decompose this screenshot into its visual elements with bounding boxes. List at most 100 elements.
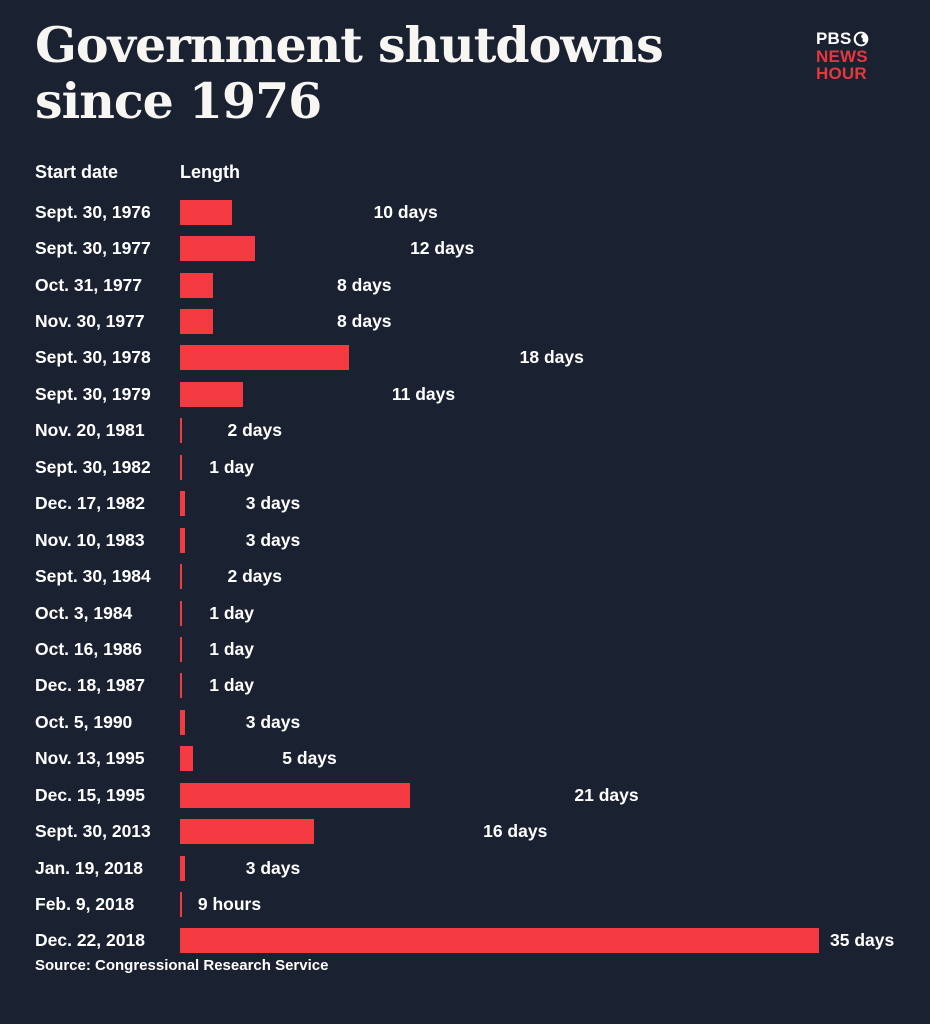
row-bar-area: 21 days <box>180 782 880 808</box>
page-title-line2: since 1976 <box>35 71 322 130</box>
row-length-label: 3 days <box>245 529 301 550</box>
row-length-label: 2 days <box>227 566 282 587</box>
chart-row: Oct. 31, 1977 8 days <box>35 267 915 303</box>
chart-row: Sept. 30, 1982 1 day <box>35 449 915 485</box>
row-bar-area: 9 hours <box>180 892 880 918</box>
row-bar-area: 2 days <box>180 564 880 590</box>
row-bar-area: 18 days <box>180 345 880 371</box>
row-length-label: 12 days <box>410 238 475 259</box>
row-bar <box>180 345 349 371</box>
row-bar <box>180 636 182 662</box>
row-length-label: 3 days <box>245 711 301 732</box>
row-bar-area: 2 days <box>180 418 880 444</box>
chart-row: Sept. 30, 2013 16 days <box>35 813 915 849</box>
row-bar <box>180 272 214 298</box>
row-bar <box>180 418 183 444</box>
row-bar-track <box>180 673 198 699</box>
row-length-label: 1 day <box>209 456 254 477</box>
row-bar-track <box>180 819 472 845</box>
chart-row: Nov. 10, 1983 3 days <box>35 522 915 558</box>
row-bar <box>180 454 182 480</box>
row-bar <box>180 199 233 225</box>
chart-row: Jan. 19, 2018 3 days <box>35 850 915 886</box>
page-title: Government shutdowns since 1976 <box>35 17 664 130</box>
row-bar-track <box>180 636 198 662</box>
shutdowns-bar-chart: Start date Length Sept. 30, 1976 10 days… <box>35 162 915 959</box>
row-bar-track <box>180 454 198 480</box>
row-bar-track <box>180 345 509 371</box>
row-length-label: 11 days <box>391 383 456 404</box>
row-start-date: Sept. 30, 1982 <box>35 456 151 477</box>
row-bar-track <box>180 272 326 298</box>
row-bar <box>180 236 256 262</box>
row-length-label: 3 days <box>245 493 301 514</box>
chart-row: Sept. 30, 1976 10 days <box>35 194 915 230</box>
row-bar <box>180 381 244 407</box>
row-bar-area: 3 days <box>180 527 880 553</box>
row-bar-track <box>180 199 363 225</box>
row-start-date: Jan. 19, 2018 <box>35 857 143 878</box>
row-bar <box>180 855 185 881</box>
row-bar-track <box>180 418 217 444</box>
row-bar-track <box>180 600 198 626</box>
row-bar-area: 3 days <box>180 855 880 881</box>
row-length-label: 18 days <box>519 347 584 368</box>
row-bar-track <box>180 892 187 918</box>
logo-news-text: NEWS <box>816 46 868 66</box>
row-length-label: 2 days <box>227 420 282 441</box>
row-length-label: 10 days <box>373 201 438 222</box>
row-start-date: Nov. 30, 1977 <box>35 311 145 332</box>
row-start-date: Oct. 5, 1990 <box>35 711 133 732</box>
row-start-date: Oct. 31, 1977 <box>35 274 143 295</box>
row-bar-track <box>180 855 235 881</box>
row-start-date: Feb. 9, 2018 <box>35 894 135 915</box>
row-start-date: Dec. 15, 1995 <box>35 784 145 805</box>
row-start-date: Dec. 22, 2018 <box>35 930 145 951</box>
row-bar-area: 11 days <box>180 381 880 407</box>
row-bar <box>180 564 183 590</box>
row-bar-track <box>180 381 381 407</box>
row-bar-track <box>180 928 819 954</box>
row-bar-area: 1 day <box>180 673 880 699</box>
logo-pbs-text: PBS <box>816 29 852 48</box>
row-start-date: Sept. 30, 1978 <box>35 347 151 368</box>
row-bar <box>180 892 182 918</box>
row-bar-track <box>180 527 235 553</box>
row-bar-area: 35 days <box>180 928 894 954</box>
row-length-label: 1 day <box>209 638 254 659</box>
row-bar <box>180 709 185 735</box>
row-length-label: 9 hours <box>197 894 262 915</box>
row-bar-area: 3 days <box>180 491 880 517</box>
row-start-date: Sept. 30, 1984 <box>35 566 151 587</box>
row-bar-track <box>180 236 399 262</box>
chart-row: Dec. 22, 2018 35 days <box>35 923 915 959</box>
chart-row: Sept. 30, 1979 11 days <box>35 376 915 412</box>
row-start-date: Dec. 18, 1987 <box>35 675 145 696</box>
row-start-date: Oct. 3, 1984 <box>35 602 133 623</box>
row-bar-track <box>180 782 563 808</box>
logo-pbs-row: PBS <box>816 30 869 48</box>
row-bar-area: 1 day <box>180 600 880 626</box>
chart-row: Nov. 30, 1977 8 days <box>35 303 915 339</box>
chart-row: Sept. 30, 1977 12 days <box>35 230 915 266</box>
source-credit: Source: Congressional Research Service <box>35 957 329 974</box>
row-length-label: 8 days <box>337 274 392 295</box>
row-bar <box>180 491 185 517</box>
row-length-label: 8 days <box>337 311 392 332</box>
column-header-start-date: Start date <box>35 162 119 182</box>
pbs-newshour-logo: PBS NEWS HOUR <box>816 30 869 83</box>
chart-row: Dec. 18, 1987 1 day <box>35 668 915 704</box>
row-start-date: Sept. 30, 2013 <box>35 821 151 842</box>
row-start-date: Nov. 20, 1981 <box>35 420 145 441</box>
chart-row: Nov. 20, 1981 2 days <box>35 413 915 449</box>
pbs-head-icon <box>853 31 869 47</box>
chart-rows: Sept. 30, 1976 10 days Sept. 30, 1977 12… <box>35 194 915 959</box>
row-bar-track <box>180 564 217 590</box>
row-start-date: Sept. 30, 1979 <box>35 383 151 404</box>
chart-row: Nov. 13, 1995 5 days <box>35 741 915 777</box>
chart-row: Dec. 17, 1982 3 days <box>35 486 915 522</box>
row-bar <box>180 746 194 772</box>
chart-row: Oct. 5, 1990 3 days <box>35 704 915 740</box>
row-start-date: Sept. 30, 1976 <box>35 201 151 222</box>
